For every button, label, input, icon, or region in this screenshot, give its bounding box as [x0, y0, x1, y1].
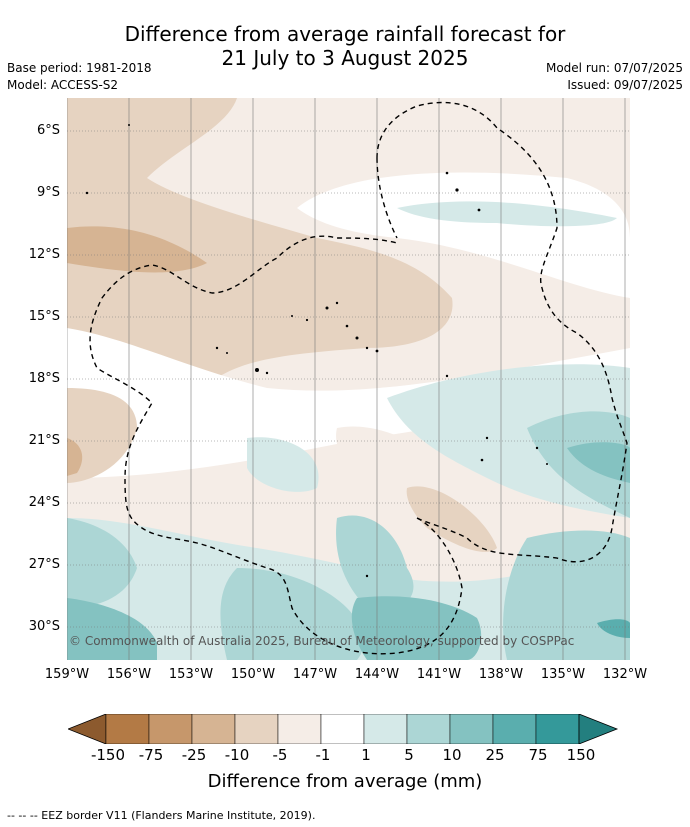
- colorbar-label: -5: [272, 746, 288, 764]
- model-run: Model run: 07/07/2025: [545, 61, 683, 75]
- wetter-zone-southwest: [67, 518, 137, 608]
- colorbar-label: -1: [315, 746, 331, 764]
- wettest-patch-southeast: [597, 619, 630, 638]
- dry-core: [67, 226, 207, 273]
- colorbar-segment: [449, 714, 494, 744]
- colorbar-segment: [148, 714, 193, 744]
- lon-label: 150°W: [230, 667, 276, 682]
- eez-legend: -- -- -- EEZ border V11 (Flanders Marine…: [7, 809, 316, 822]
- islands: [85, 124, 548, 578]
- wetter-zone-south: [220, 568, 364, 660]
- colorbar-label: 5: [404, 746, 414, 764]
- colorbar-segment: [191, 714, 236, 744]
- dry-zone-west: [67, 388, 137, 483]
- dry-core-west: [67, 438, 83, 476]
- colorbar-segment: [234, 714, 279, 744]
- colorbar-segments: [68, 714, 619, 744]
- lat-label: 15°S: [28, 309, 60, 324]
- colorbar-label: 10: [442, 746, 462, 764]
- lat-label: 12°S: [28, 247, 60, 262]
- colorbar-label: 75: [528, 746, 548, 764]
- lat-label: 30°S: [28, 619, 60, 634]
- colorbar-label: -150: [90, 746, 126, 764]
- colorbar: [68, 714, 619, 744]
- meta-left: Base period: 1981-2018 Model: ACCESS-S2: [7, 60, 152, 94]
- colorbar-segment: [105, 714, 150, 744]
- title-line-2: 21 July to 3 August 2025: [221, 46, 469, 70]
- lat-label: 21°S: [28, 433, 60, 448]
- colorbar-label: 25: [485, 746, 505, 764]
- base-period: Base period: 1981-2018: [7, 61, 152, 75]
- colorbar-segment: [492, 714, 537, 744]
- colorbar-segment: [363, 714, 408, 744]
- colorbar-segment: [406, 714, 451, 744]
- meta-right: Model run: 07/07/2025 Issued: 09/07/2025: [546, 60, 683, 94]
- lat-label: 18°S: [28, 371, 60, 386]
- colorbar-label: -75: [138, 746, 164, 764]
- map-svg: [67, 98, 630, 660]
- wetter-patch-south: [336, 515, 414, 611]
- wet-zone-south: [67, 518, 630, 660]
- dry-zone: [67, 98, 453, 384]
- lon-label: 135°W: [540, 667, 586, 682]
- lon-label: 138°W: [478, 667, 524, 682]
- lon-label: 144°W: [354, 667, 400, 682]
- colorbar-segment: [535, 714, 580, 744]
- lon-label: 147°W: [292, 667, 338, 682]
- neutral-band-middle: [67, 328, 630, 478]
- eez-border-north: [376, 157, 398, 239]
- lon-label: 156°W: [106, 667, 152, 682]
- lon-label: 159°W: [44, 667, 90, 682]
- wettest-zone-east: [567, 442, 630, 483]
- lat-label: 9°S: [36, 185, 60, 200]
- lon-label: 153°W: [168, 667, 214, 682]
- colorbar-arrow-high: [578, 714, 619, 744]
- colorbar-segment: [320, 714, 365, 744]
- colorbar-label: 1: [361, 746, 371, 764]
- colorbar-label: -10: [224, 746, 250, 764]
- eez-border-west: [89, 235, 463, 655]
- lat-label: 27°S: [28, 557, 60, 572]
- colorbar-title: Difference from average (mm): [207, 771, 483, 792]
- graticule: [67, 98, 630, 660]
- wet-patch-center: [247, 437, 319, 492]
- colorbar-segment: [277, 714, 322, 744]
- eez-border-east: [376, 101, 628, 563]
- colorbar-label: 150: [566, 746, 596, 764]
- wetter-zone-southeast: [503, 530, 630, 660]
- lon-label: 141°W: [416, 667, 462, 682]
- lat-label: 24°S: [28, 495, 60, 510]
- wettest-zone-south: [351, 596, 482, 660]
- map-title: Difference from average rainfall forecas…: [0, 22, 690, 70]
- wetter-zone-east: [527, 411, 630, 518]
- lat-label: 6°S: [36, 123, 60, 138]
- title-line-1: Difference from average rainfall forecas…: [124, 22, 566, 46]
- neutral-zone-north: [297, 172, 630, 298]
- copyright-notice: © Commonwealth of Australia 2025, Bureau…: [69, 634, 575, 648]
- dry-patch-core: [406, 486, 497, 552]
- rainfall-map: [67, 98, 630, 660]
- lon-label: 132°W: [602, 667, 648, 682]
- wettest-zone-southwest: [67, 598, 157, 660]
- wet-zone-north: [397, 201, 617, 227]
- issued-date: Issued: 09/07/2025: [567, 78, 683, 92]
- model-name: Model: ACCESS-S2: [7, 78, 119, 92]
- colorbar-arrow-low: [68, 714, 107, 744]
- colorbar-label: -25: [181, 746, 207, 764]
